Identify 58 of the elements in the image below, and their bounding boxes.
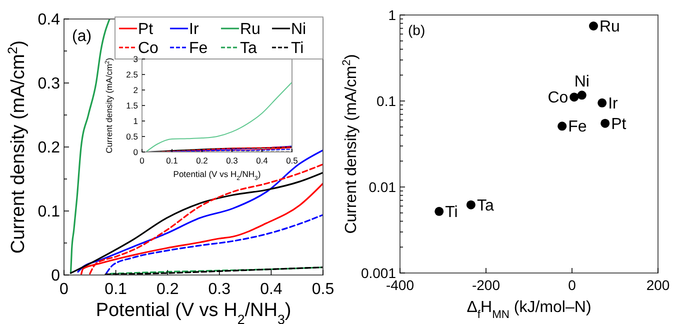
annotation: Pt xyxy=(611,116,627,133)
annotation: (a) xyxy=(72,28,92,45)
point xyxy=(466,200,476,210)
legend-label: Ru xyxy=(240,21,260,38)
x-axis-title: Δ$_{f}$H$_{MN}$ (kJ/mol–N) xyxy=(466,299,592,321)
x-tick-label: -200 xyxy=(472,277,500,293)
y-tick-label: 0.1 xyxy=(38,204,60,221)
y-tick-label: 0.01 xyxy=(368,178,396,195)
x-tick-label: 0.5 xyxy=(312,281,334,298)
annotation: Ir xyxy=(608,96,619,113)
annotation: Fe xyxy=(568,118,587,136)
x-axis-title: Potential (V vs H$_{2}$/NH$_{3}$) xyxy=(173,169,261,182)
x-tick-label: 0.5 xyxy=(286,156,298,166)
point xyxy=(600,118,610,128)
x-tick-label: 0.4 xyxy=(256,156,268,166)
legend-label: Co xyxy=(138,40,159,58)
x-tick-label: 0 xyxy=(568,277,576,293)
annotation: Ta xyxy=(476,197,494,214)
y-tick-label: 0 xyxy=(133,146,138,157)
point xyxy=(434,206,444,216)
legend-label: Ti xyxy=(291,40,304,58)
annotation: Ru xyxy=(600,18,620,36)
x-tick-label: 0.2 xyxy=(156,281,179,298)
y-tick-label: 0.1 xyxy=(376,92,396,109)
annotation: Ni xyxy=(574,73,590,90)
y-tick-label: 0.5 xyxy=(126,131,138,142)
y-tick-label: 2 xyxy=(133,84,138,95)
y-tick-label: 3 xyxy=(133,54,138,64)
y-tick-label: 0.4 xyxy=(38,12,60,29)
legend-label: Ir xyxy=(189,21,200,38)
y-tick-label: 1 xyxy=(388,6,396,23)
annotation: Ti xyxy=(445,204,458,222)
x-tick-label: 0.3 xyxy=(208,281,231,298)
line-series xyxy=(106,214,323,274)
x-tick-label: 0 xyxy=(140,156,145,166)
y-tick-label: 0.3 xyxy=(38,76,60,93)
annotation: Co xyxy=(548,90,568,107)
y-tick-label: 2.5 xyxy=(126,69,138,80)
point xyxy=(558,122,567,131)
legend-label: Ta xyxy=(240,40,257,58)
line-series xyxy=(145,82,292,152)
x-tick-label: 0.4 xyxy=(260,281,282,298)
x-tick-label: 0.1 xyxy=(104,281,128,298)
x-tick-label: 200 xyxy=(646,277,670,293)
point xyxy=(589,21,598,30)
legend-label: Ni xyxy=(291,21,306,38)
y-tick-label: 1 xyxy=(133,116,138,126)
x-tick-label: 0.3 xyxy=(226,156,238,166)
point xyxy=(577,90,586,100)
x-tick-label: 0.1 xyxy=(166,156,178,166)
y-tick-label: 1.5 xyxy=(126,100,138,110)
annotation: (b) xyxy=(408,22,426,38)
x-axis-title: Potential (V vs H$_{2}$/NH$_{3}$) xyxy=(96,300,292,324)
legend-label: Fe xyxy=(189,40,208,58)
point xyxy=(570,92,579,102)
x-tick-label: 0.2 xyxy=(196,156,208,166)
point xyxy=(598,98,607,108)
legend-label: Pt xyxy=(138,21,154,38)
